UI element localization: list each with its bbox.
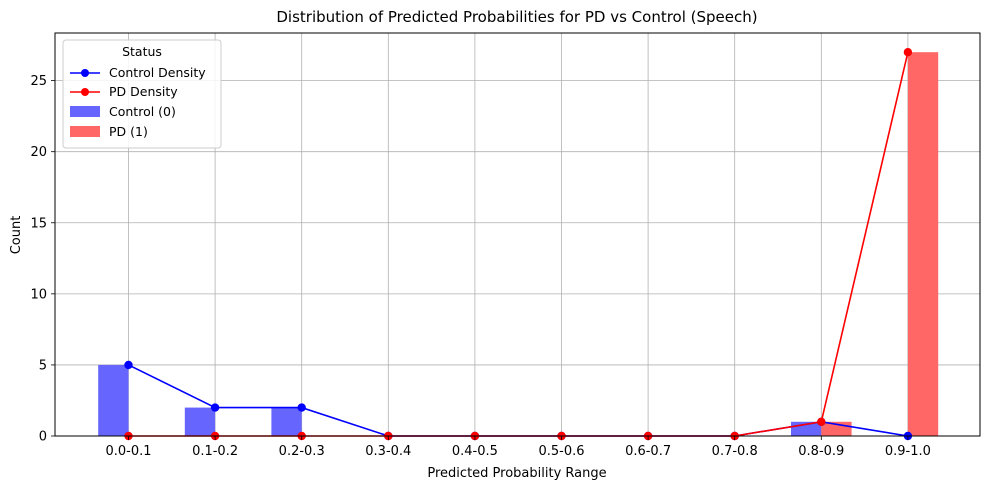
x-tick-label: 0.7-0.8	[712, 444, 758, 459]
legend-label-control-density: Control Density	[109, 65, 206, 80]
x-tick-label: 0.1-0.2	[192, 444, 238, 459]
bars	[98, 52, 939, 436]
x-tick-label: 0.3-0.4	[365, 444, 411, 459]
control-density-point	[297, 403, 306, 412]
chart-title: Distribution of Predicted Probabilities …	[276, 8, 757, 26]
x-tick-label: 0.8-0.9	[798, 444, 844, 459]
legend-marker-pd-density	[81, 88, 89, 96]
control-bar	[184, 407, 216, 436]
legend-swatch-pd-bar	[70, 126, 100, 137]
y-tick-label: 10	[30, 287, 47, 302]
x-tick-label: 0.0-0.1	[105, 444, 151, 459]
y-tick-label: 15	[30, 216, 47, 231]
x-axis-label: Predicted Probability Range	[427, 466, 606, 481]
x-tick-label: 0.9-1.0	[885, 444, 931, 459]
y-tick-label: 20	[30, 145, 47, 160]
y-tick-label: 25	[30, 74, 47, 89]
legend-box	[62, 39, 222, 149]
control-bar	[271, 407, 302, 436]
control-bar	[98, 364, 129, 436]
lines	[124, 47, 913, 441]
legend: Status Control Density PD Density Contro…	[62, 39, 222, 149]
control-density-point	[124, 360, 133, 370]
y-tick-label: 5	[39, 358, 47, 373]
x-tick-label: 0.2-0.3	[279, 444, 325, 459]
x-tick-label: 0.5-0.6	[538, 444, 584, 459]
control-density-point	[210, 403, 220, 412]
legend-label-pd-bar: PD (1)	[109, 124, 148, 139]
pd-bar	[907, 52, 939, 436]
legend-swatch-control-bar	[70, 106, 100, 117]
y-axis-label: Count	[9, 216, 24, 255]
x-tick-label: 0.4-0.5	[452, 444, 498, 459]
x-axis: 0.0-0.1 0.1-0.2 0.2-0.3 0.3-0.4 0.4-0.5 0.5-0…	[105, 436, 931, 459]
legend-marker-control-density	[81, 69, 89, 77]
legend-label-pd-density: PD Density	[109, 84, 178, 99]
control-density-line	[128, 364, 909, 437]
y-tick-label: 0	[39, 430, 47, 445]
legend-title: Status	[122, 44, 162, 59]
legend-label-control-bar: Control (0)	[109, 104, 176, 119]
x-tick-label: 0.6-0.7	[625, 444, 671, 459]
y-axis: 0 5 10 15 20 25	[30, 74, 55, 445]
pd-density-point	[817, 417, 826, 426]
pd-density-line	[128, 52, 909, 437]
plot-frame	[54, 32, 981, 437]
pd-density-point	[903, 47, 913, 57]
